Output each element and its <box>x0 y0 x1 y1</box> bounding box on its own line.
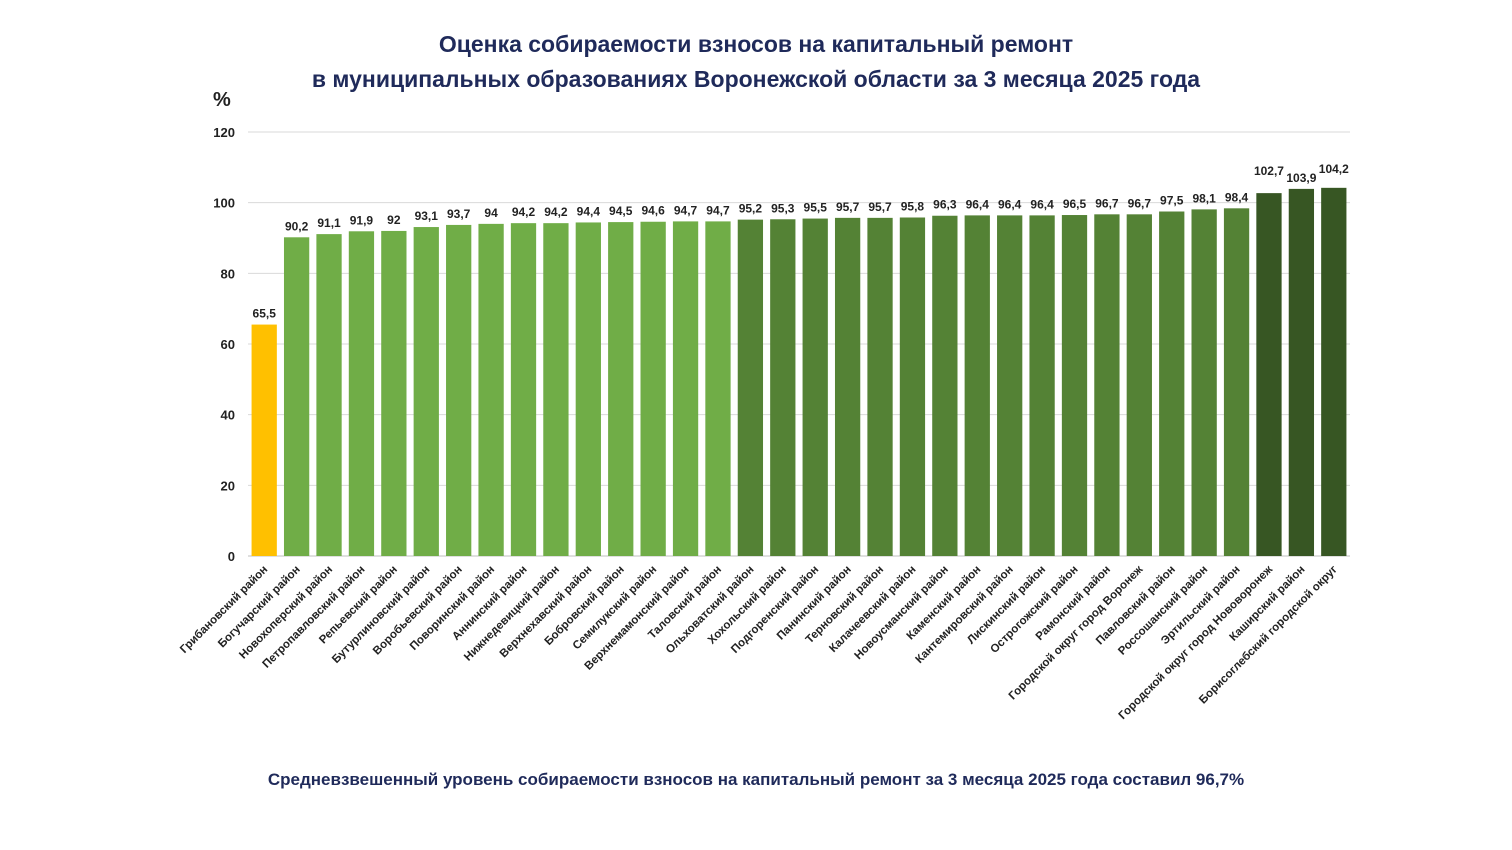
data-label: 96,5 <box>1063 197 1087 211</box>
bar <box>575 222 601 556</box>
data-label: 104,2 <box>1319 162 1349 176</box>
bar <box>964 215 990 557</box>
bar <box>737 219 764 557</box>
data-label: 93,7 <box>447 207 471 221</box>
data-label: 96,4 <box>966 197 990 211</box>
data-label: 94 <box>484 206 498 220</box>
bar <box>283 237 310 556</box>
data-label: 98,4 <box>1225 190 1249 204</box>
data-label: 95,7 <box>868 200 892 214</box>
data-label: 94,7 <box>706 203 730 217</box>
bar <box>413 227 439 556</box>
data-label: 94,2 <box>544 205 568 219</box>
data-label: 94,5 <box>609 204 633 218</box>
data-label: 96,7 <box>1095 196 1119 210</box>
bar <box>478 223 504 556</box>
bar <box>348 231 375 556</box>
bar <box>802 218 828 557</box>
bar <box>899 217 926 557</box>
data-label: 96,4 <box>998 197 1022 211</box>
bar <box>1223 208 1250 556</box>
chart-title-line-2: в муниципальных образованиях Воронежской… <box>311 66 1201 92</box>
bar <box>1256 193 1282 557</box>
y-tick-label: 40 <box>221 408 235 423</box>
data-label: 96,3 <box>933 198 957 212</box>
data-label: 103,9 <box>1286 171 1316 185</box>
data-label: 92 <box>387 213 401 227</box>
data-label: 93,1 <box>415 209 439 223</box>
bar <box>446 224 472 556</box>
data-label: 95,5 <box>804 201 828 215</box>
data-label: 94,4 <box>577 204 601 218</box>
bar <box>543 223 569 556</box>
data-label: 90,2 <box>285 219 309 233</box>
data-label: 95,7 <box>836 200 860 214</box>
bar <box>672 221 699 557</box>
bar <box>1321 187 1347 556</box>
data-label: 91,9 <box>350 213 374 227</box>
y-tick-label: 60 <box>221 337 235 352</box>
bar <box>1094 214 1120 556</box>
bar <box>932 215 958 557</box>
bar <box>316 234 342 556</box>
y-tick-label: 120 <box>213 125 235 140</box>
data-label: 97,5 <box>1160 194 1184 208</box>
bar <box>770 219 796 557</box>
bar <box>1159 211 1185 556</box>
bar <box>705 221 731 557</box>
bar <box>381 230 407 556</box>
data-label: 95,3 <box>771 201 795 215</box>
data-label: 94,7 <box>674 203 698 217</box>
bar <box>608 222 634 556</box>
y-axis-unit-label: % <box>213 89 231 111</box>
data-label: 65,5 <box>253 307 277 321</box>
bar <box>1126 214 1152 556</box>
data-label: 94,2 <box>512 205 536 219</box>
y-tick-label: 100 <box>213 196 235 211</box>
bar <box>1029 215 1055 557</box>
bar <box>834 217 861 557</box>
y-tick-label: 20 <box>221 478 235 493</box>
bar <box>640 221 666 556</box>
bar <box>510 223 537 556</box>
data-label: 96,7 <box>1128 196 1152 210</box>
bar <box>1061 215 1088 557</box>
bar <box>997 215 1023 557</box>
chart-title-line-1: Оценка собираемости взносов на капитальн… <box>438 31 1074 57</box>
summary-note: Средневзвешенный уровень собираемости вз… <box>267 770 1245 789</box>
bar <box>1191 209 1217 556</box>
y-tick-label: 80 <box>221 266 235 281</box>
data-label: 95,8 <box>901 200 925 214</box>
bar <box>867 217 893 557</box>
data-label: 91,1 <box>317 216 341 230</box>
y-tick-label: 0 <box>228 549 235 564</box>
bar <box>251 324 277 556</box>
data-label: 96,4 <box>1030 197 1054 211</box>
data-label: 102,7 <box>1254 164 1284 178</box>
data-label: 95,2 <box>739 202 763 216</box>
bar <box>1288 188 1315 557</box>
data-label: 94,6 <box>641 204 665 218</box>
data-label: 98,1 <box>1192 191 1216 205</box>
